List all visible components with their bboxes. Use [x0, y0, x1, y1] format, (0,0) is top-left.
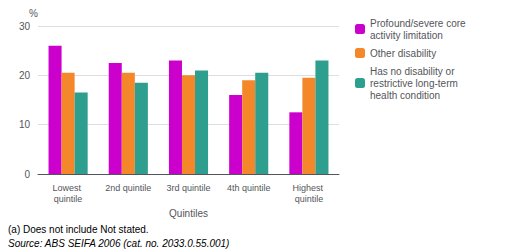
svg-text:Source: ABS SEIFA 2006 (cat. n: Source: ABS SEIFA 2006 (cat. no. 2033.0.…	[8, 238, 229, 249]
svg-text:Lowest: Lowest	[53, 183, 84, 193]
svg-text:2nd quintile: 2nd quintile	[105, 183, 151, 193]
svg-text:restrictive long-term: restrictive long-term	[370, 78, 461, 89]
svg-text:quintile: quintile	[295, 194, 324, 204]
svg-text:10: 10	[19, 119, 31, 130]
svg-text:0: 0	[24, 169, 30, 180]
svg-text:quintile: quintile	[54, 194, 83, 204]
svg-text:health condition: health condition	[370, 90, 440, 101]
svg-text:activity limitation: activity limitation	[370, 30, 443, 41]
svg-text:30: 30	[19, 21, 31, 32]
svg-text:20: 20	[19, 70, 31, 81]
svg-text:3rd quintile: 3rd quintile	[166, 183, 210, 193]
svg-text:Has no disability or: Has no disability or	[370, 66, 457, 77]
svg-text:Highest: Highest	[292, 183, 325, 193]
svg-text:(a) Does not include Not state: (a) Does not include Not stated.	[8, 224, 149, 235]
svg-text:Quintiles: Quintiles	[169, 208, 208, 219]
svg-text:4th quintile: 4th quintile	[227, 183, 271, 193]
svg-text:Profound/severe core: Profound/severe core	[370, 18, 468, 29]
svg-text:%: %	[29, 8, 38, 19]
svg-text:Other disability: Other disability	[370, 48, 436, 59]
